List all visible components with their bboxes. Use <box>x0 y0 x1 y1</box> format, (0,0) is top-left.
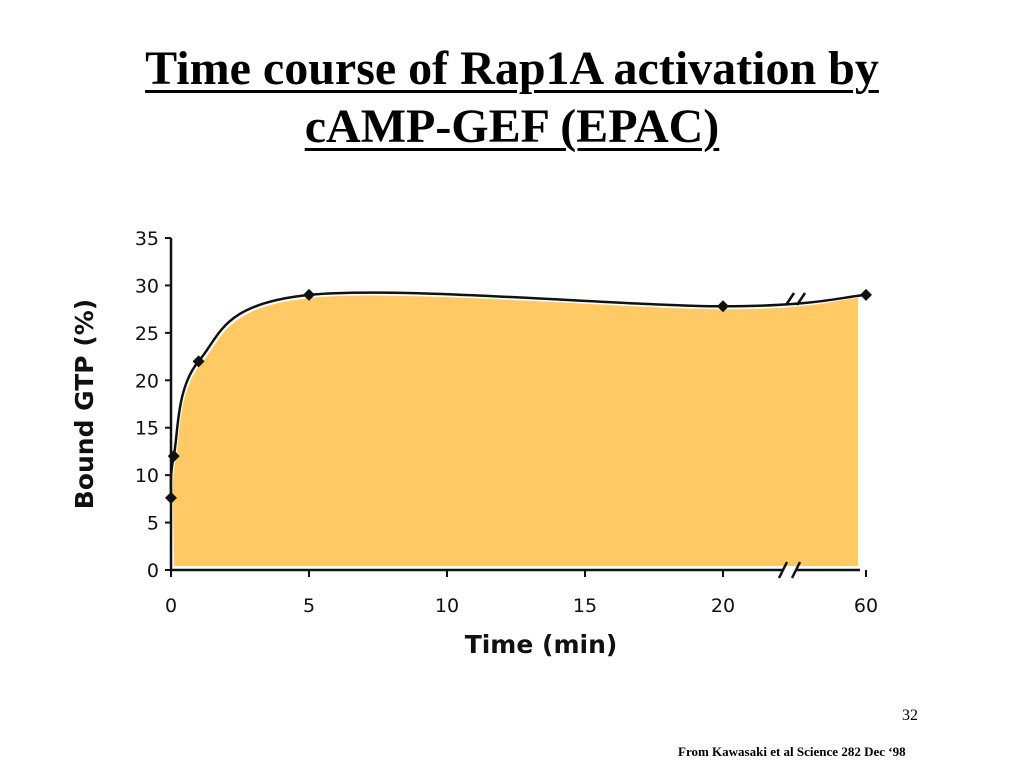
chart-area-fill <box>172 295 858 566</box>
x-axis-title: Time (min) <box>465 630 618 659</box>
y-tick-label: 0 <box>147 560 159 582</box>
y-tick-label: 15 <box>135 418 159 440</box>
data-point-marker <box>303 288 315 301</box>
x-axis-break-marker <box>777 561 802 579</box>
x-tick-label: 0 <box>165 595 177 617</box>
y-tick-label: 10 <box>135 465 159 487</box>
page-number: 32 <box>902 707 918 724</box>
data-point-marker <box>165 491 177 504</box>
y-tick-label: 35 <box>135 228 159 250</box>
chart-axes <box>169 238 860 579</box>
y-tick-label: 20 <box>135 370 159 392</box>
citation: From Kawasaki et al Science 282 Dec ‘98 <box>678 744 906 759</box>
x-tick-label: 15 <box>573 595 597 617</box>
data-point-marker <box>860 288 872 301</box>
data-point-marker <box>192 355 205 368</box>
x-tick-label: 20 <box>711 595 735 617</box>
x-tick-label: 60 <box>854 595 878 617</box>
title-line-2: cAMP-GEF (EPAC) <box>304 100 720 153</box>
title-line-1: Time course of Rap1A activation by <box>145 42 879 95</box>
data-point-marker <box>717 300 729 313</box>
x-tick-label: 5 <box>303 595 315 617</box>
y-tick-label: 25 <box>135 323 159 345</box>
x-tick-label: 10 <box>435 595 459 617</box>
slide-title: Time course of Rap1A activation by cAMP-… <box>0 40 1024 156</box>
y-tick-label: 30 <box>135 275 159 297</box>
y-tick-label: 5 <box>147 513 159 535</box>
series-break-marker <box>784 292 807 306</box>
y-axis-title: Bound GTP (%) <box>70 299 99 510</box>
data-point-marker <box>167 450 180 463</box>
